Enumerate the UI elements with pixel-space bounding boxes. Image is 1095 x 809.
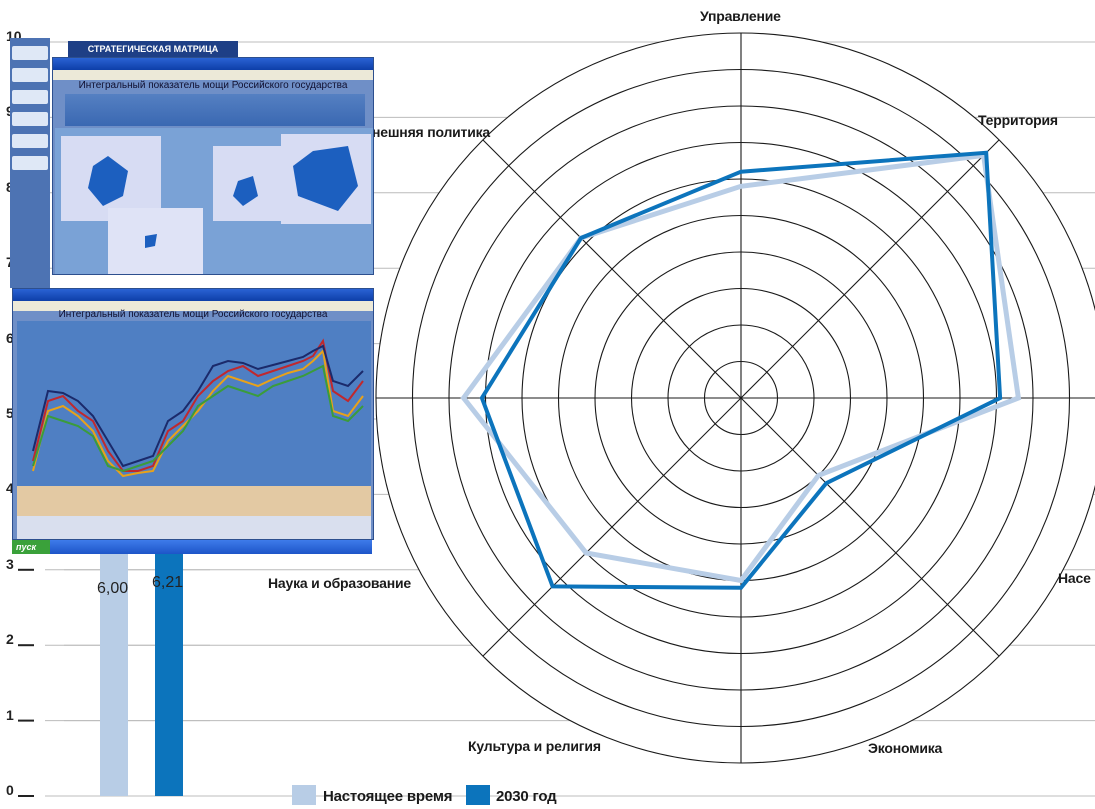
bar-value-label-2030: 6,21 bbox=[152, 574, 184, 591]
window-top-mini-radars bbox=[55, 128, 373, 274]
radar-axis-label-culture: Культура и религия bbox=[468, 738, 601, 754]
window-legend-panel bbox=[65, 94, 365, 126]
y-tick-label: 3 bbox=[6, 555, 14, 572]
nav-button bbox=[12, 156, 48, 170]
legend-label-current: Настоящее время bbox=[323, 788, 453, 805]
radar-axis-label-management: Управление bbox=[700, 8, 781, 24]
window-menubar bbox=[53, 70, 373, 80]
nav-button bbox=[12, 46, 48, 60]
radar-spoke bbox=[482, 139, 742, 399]
window-chart-title: Интегральный показатель мощи Российского… bbox=[78, 80, 348, 91]
radar-spoke bbox=[740, 139, 1000, 399]
nav-button bbox=[12, 134, 48, 148]
radar-spoke bbox=[740, 397, 1000, 657]
legend-swatch-current bbox=[292, 785, 316, 805]
window-bottom: Интегральный показатель мощи Российского… bbox=[12, 288, 374, 540]
y-tick-label: 8 bbox=[6, 179, 14, 195]
legend-swatch-2030 bbox=[466, 785, 490, 805]
radar-axis-label-foreign-policy: нешняя политика bbox=[372, 124, 491, 140]
start-button[interactable]: пуск bbox=[12, 540, 50, 554]
radar-series-current bbox=[460, 152, 1022, 584]
strategic-matrix-banner: СТРАТЕГИЧЕСКАЯ МАТРИЦА РОССИИ bbox=[68, 41, 238, 70]
nav-button bbox=[12, 68, 48, 82]
app-side-navigation bbox=[10, 38, 50, 288]
window-titlebar bbox=[53, 58, 373, 70]
radar-axis-label-science: Наука и образование bbox=[268, 575, 411, 591]
bar-value-label-current: 6,00 bbox=[97, 580, 129, 597]
embedded-screenshot-top bbox=[10, 38, 375, 288]
y-tick-label: 4 bbox=[6, 480, 14, 497]
window-chart-title: Интегральный показатель мощи Российского… bbox=[58, 309, 328, 320]
nav-button bbox=[12, 112, 48, 126]
y-tick-label: 5 bbox=[6, 405, 14, 421]
taskbar: пуск bbox=[12, 540, 372, 554]
radar-axis-label-population: Насе bbox=[1058, 570, 1091, 586]
window-bottom-line-plot bbox=[17, 321, 371, 539]
window-top: Интегральный показатель мощи Российского… bbox=[52, 57, 374, 275]
y-tick-label: 2 bbox=[6, 631, 14, 648]
radar-axis-label-economy: Экономика bbox=[868, 740, 943, 756]
radar-series-2030 bbox=[479, 150, 1003, 590]
y-tick-label: 0 bbox=[6, 782, 14, 798]
window-menubar bbox=[13, 301, 373, 311]
y-tick-label: 6 bbox=[6, 329, 14, 346]
y-tick-label: 1 bbox=[6, 706, 14, 723]
y-tick-label: 7 bbox=[6, 254, 14, 270]
window-titlebar bbox=[13, 289, 373, 301]
nav-button bbox=[12, 90, 48, 104]
radar-axis-label-territory: Территория bbox=[978, 112, 1058, 128]
legend-label-2030: 2030 год bbox=[496, 788, 557, 805]
radar-spoke bbox=[482, 397, 742, 657]
y-tick-label: 9 bbox=[6, 103, 14, 119]
